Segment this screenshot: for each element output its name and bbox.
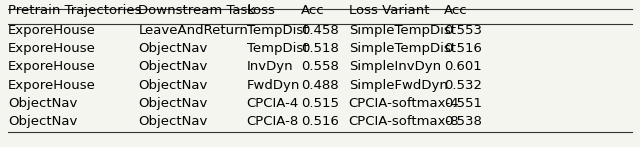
Text: CPCIA-8: CPCIA-8: [246, 115, 299, 128]
Text: ExporeHouse: ExporeHouse: [8, 24, 95, 37]
Text: ObjectNav: ObjectNav: [8, 115, 77, 128]
Text: CPCIA-4: CPCIA-4: [246, 97, 299, 110]
Text: 0.538: 0.538: [444, 115, 482, 128]
Text: 0.518: 0.518: [301, 42, 339, 55]
Text: Loss: Loss: [246, 4, 276, 17]
Text: TempDist: TempDist: [246, 24, 308, 37]
Text: ObjectNav: ObjectNav: [138, 60, 208, 73]
Text: 0.488: 0.488: [301, 79, 339, 92]
Text: Acc: Acc: [301, 4, 324, 17]
Text: SimpleTempDist: SimpleTempDist: [349, 42, 456, 55]
Text: 0.532: 0.532: [444, 79, 483, 92]
Text: ObjectNav: ObjectNav: [138, 79, 208, 92]
Text: SimpleInvDyn: SimpleInvDyn: [349, 60, 441, 73]
Text: SimpleFwdDyn: SimpleFwdDyn: [349, 79, 447, 92]
Text: ExporeHouse: ExporeHouse: [8, 60, 95, 73]
Text: 0.551: 0.551: [444, 97, 483, 110]
Text: ExporeHouse: ExporeHouse: [8, 79, 95, 92]
Text: Pretrain Trajectories: Pretrain Trajectories: [8, 4, 141, 17]
Text: CPCIA-softmax-8: CPCIA-softmax-8: [349, 115, 460, 128]
Text: TempDist: TempDist: [246, 42, 308, 55]
Text: ExporeHouse: ExporeHouse: [8, 42, 95, 55]
Text: 0.558: 0.558: [301, 60, 339, 73]
Text: 0.516: 0.516: [301, 115, 339, 128]
Text: ObjectNav: ObjectNav: [138, 115, 208, 128]
Text: ObjectNav: ObjectNav: [138, 97, 208, 110]
Text: Acc: Acc: [444, 4, 468, 17]
Text: FwdDyn: FwdDyn: [246, 79, 300, 92]
Text: Loss Variant: Loss Variant: [349, 4, 429, 17]
Text: 0.515: 0.515: [301, 97, 339, 110]
Text: ObjectNav: ObjectNav: [138, 42, 208, 55]
Text: SimpleTempDist: SimpleTempDist: [349, 24, 456, 37]
Text: Downstream Task: Downstream Task: [138, 4, 255, 17]
Text: CPCIA-softmax-4: CPCIA-softmax-4: [349, 97, 460, 110]
Text: LeaveAndReturn: LeaveAndReturn: [138, 24, 248, 37]
Text: 0.601: 0.601: [444, 60, 482, 73]
Text: 0.458: 0.458: [301, 24, 339, 37]
Text: ObjectNav: ObjectNav: [8, 97, 77, 110]
Text: 0.516: 0.516: [444, 42, 482, 55]
Text: 0.553: 0.553: [444, 24, 483, 37]
Text: InvDyn: InvDyn: [246, 60, 293, 73]
